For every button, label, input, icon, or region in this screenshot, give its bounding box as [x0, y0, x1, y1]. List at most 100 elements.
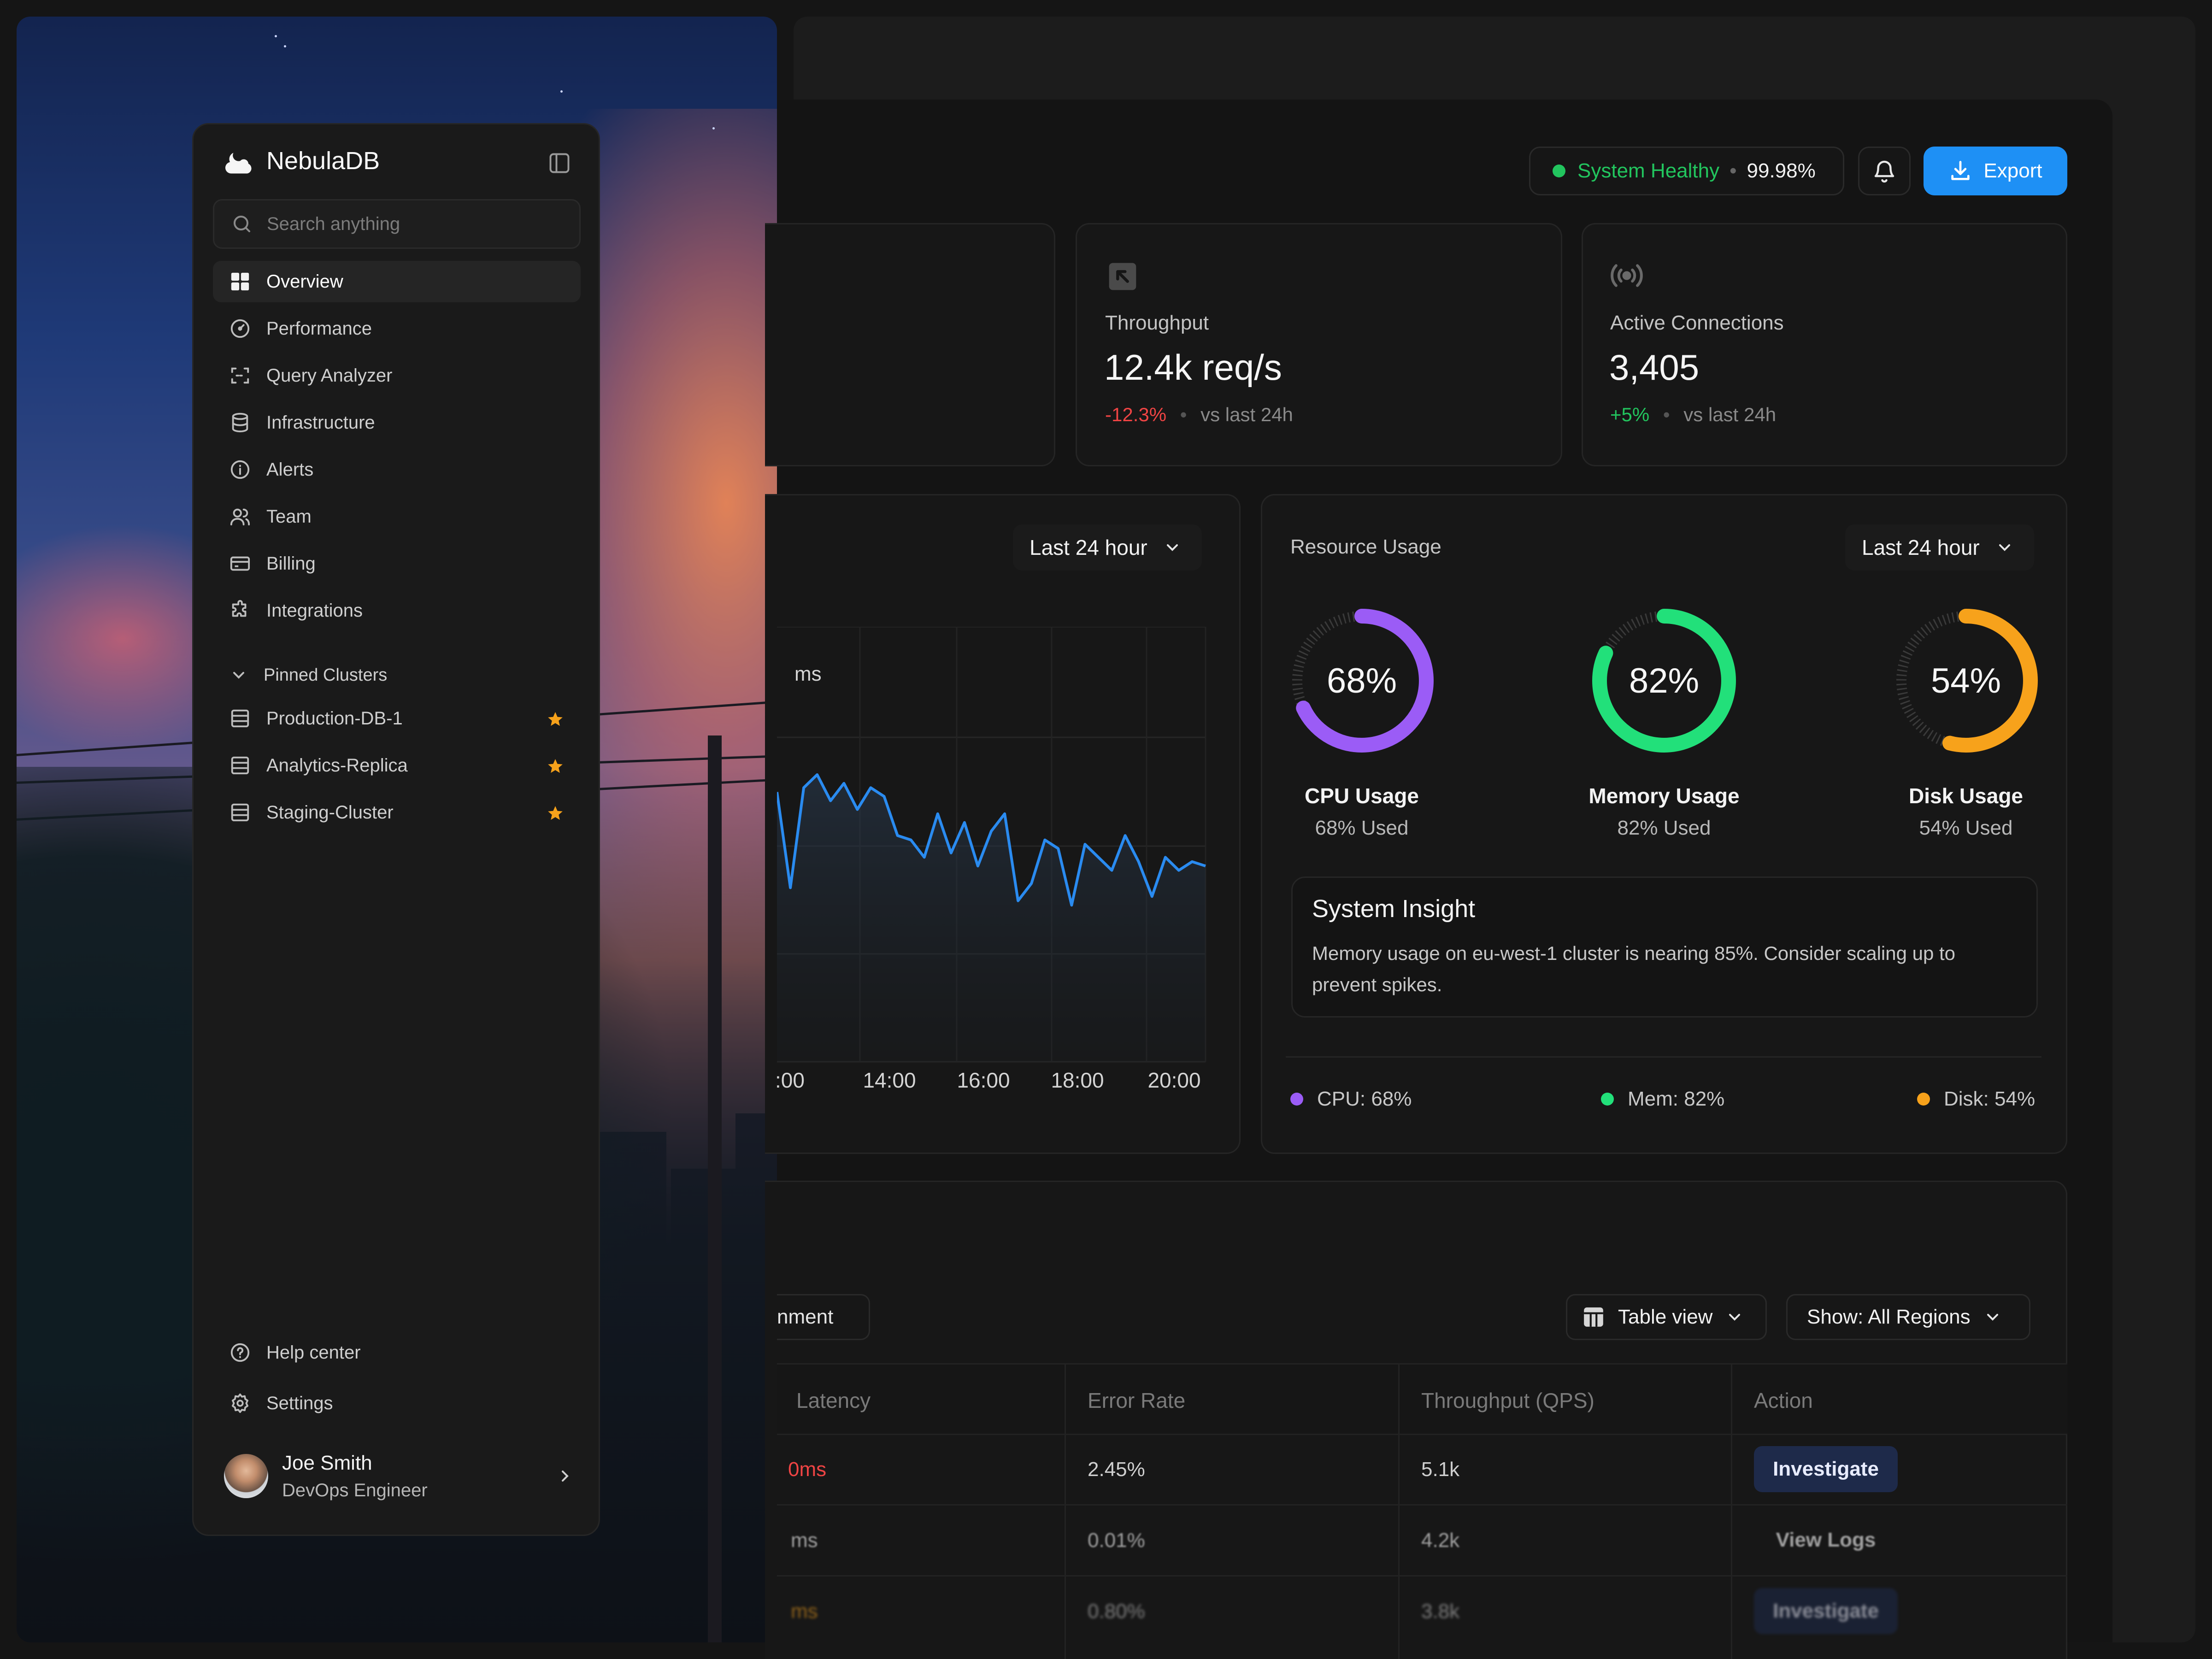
- system-insight-card: System Insight Memory usage on eu-west-1…: [1291, 877, 2038, 1018]
- pinned-staging-cluster[interactable]: Staging-Cluster: [213, 792, 581, 833]
- stat-card-throughput: [1076, 223, 1562, 466]
- brand[interactable]: NebulaDB: [224, 147, 380, 175]
- sidebar: NebulaDB Search anything Overview Perfor…: [192, 123, 600, 1536]
- throughput-label: Throughput: [1105, 312, 1209, 334]
- nav-settings[interactable]: Settings: [213, 1382, 581, 1424]
- row3-error: 0.80%: [1088, 1600, 1145, 1623]
- row2-view-logs-button[interactable]: View Logs: [1776, 1529, 1876, 1551]
- ring-arc: [1894, 609, 2038, 753]
- connections-value: 3,405: [1609, 347, 1700, 388]
- throughput-value: 12.4k req/s: [1104, 347, 1282, 388]
- row1-investigate-button[interactable]: Investigate: [1754, 1446, 1898, 1492]
- search-placeholder: Search anything: [267, 213, 400, 234]
- latency-range-label: Last 24 hour: [1030, 535, 1147, 559]
- table-divider: [777, 1363, 2067, 1365]
- gauge-icon: [230, 319, 250, 338]
- bell-icon: [1874, 160, 1894, 183]
- grid-icon: [231, 272, 249, 291]
- health-status-label: System Healthy: [1577, 159, 1720, 182]
- health-status-dot: [1553, 165, 1565, 177]
- help-icon: [230, 1343, 250, 1362]
- avatar: [224, 1454, 268, 1498]
- broadcast-icon: [1611, 264, 1643, 287]
- usage-ring: 68%: [1286, 605, 1438, 757]
- legend-disk: Disk: 54%: [1917, 1088, 2035, 1111]
- view-mode-dropdown[interactable]: Table view: [1566, 1294, 1767, 1340]
- throughput-delta: -12.3% • vs last 24h: [1105, 404, 1293, 425]
- sidebar-toggle-icon[interactable]: [547, 151, 571, 175]
- puzzle-icon: [232, 600, 247, 617]
- x-tick-label: 20:00: [1147, 1068, 1200, 1092]
- col-latency: Latency: [796, 1388, 871, 1412]
- x-tick-label: 18:00: [1051, 1068, 1104, 1092]
- chevron-down-icon: [1729, 1314, 1741, 1321]
- brand-name: NebulaDB: [266, 147, 380, 175]
- table-icon: [1584, 1307, 1603, 1327]
- row1-qps: 5.1k: [1421, 1458, 1460, 1481]
- search-input[interactable]: Search anything: [213, 199, 581, 249]
- region-dropdown[interactable]: Show: All Regions: [1786, 1294, 2030, 1340]
- chevron-down-icon: [233, 672, 244, 679]
- ring-arc: [1592, 609, 1736, 753]
- database-icon: [232, 412, 248, 433]
- info-icon: [230, 460, 250, 479]
- insight-body: Memory usage on eu-west-1 cluster is nea…: [1312, 942, 1956, 995]
- notifications-button[interactable]: [1858, 147, 1911, 195]
- latency-range-dropdown[interactable]: Last 24 hour: [1013, 524, 1202, 571]
- star-icon[interactable]: [547, 711, 564, 728]
- star-icon[interactable]: [547, 805, 564, 822]
- resource-range-dropdown[interactable]: Last 24 hour: [1845, 524, 2034, 571]
- ring-title: Memory Usage: [1588, 784, 1740, 808]
- uptime-value: 99.98%: [1747, 159, 1816, 182]
- connections-delta: +5% • vs last 24h: [1610, 404, 1777, 425]
- x-tick-label: :00: [777, 1068, 805, 1092]
- export-button[interactable]: Export: [1924, 147, 2067, 195]
- nav-infrastructure[interactable]: Infrastructure: [213, 402, 581, 443]
- search-icon: [234, 216, 250, 232]
- ring-percent: 82%: [1629, 661, 1700, 700]
- ring-percent: 54%: [1930, 661, 2001, 700]
- nav-billing[interactable]: Billing: [213, 543, 581, 584]
- server-icon: [231, 803, 249, 822]
- pinned-analytics-replica[interactable]: Analytics-Replica: [213, 745, 581, 786]
- ring-title: CPU Usage: [1305, 784, 1419, 808]
- row3-investigate-button[interactable]: Investigate: [1754, 1588, 1898, 1634]
- stat-card-partial: [765, 223, 1055, 466]
- filter-chip[interactable]: nment: [777, 1294, 870, 1340]
- server-icon: [231, 756, 249, 775]
- chart-x-ticks: :00 14:00 16:00 18:00 20:00: [777, 1068, 1201, 1092]
- row2-error: 0.01%: [1088, 1529, 1145, 1552]
- nav-performance[interactable]: Performance: [213, 308, 581, 349]
- server-icon: [231, 709, 249, 728]
- nav-integrations[interactable]: Integrations: [213, 590, 581, 631]
- legend-memory: Mem: 82%: [1601, 1088, 1724, 1111]
- credit-card-icon: [230, 556, 250, 571]
- nav-team[interactable]: Team: [213, 496, 581, 537]
- user-name: Joe Smith: [282, 1451, 372, 1474]
- system-health-pill: System Healthy • 99.98%: [1529, 147, 1844, 195]
- pinned-clusters-toggle[interactable]: Pinned Clusters: [213, 654, 581, 696]
- ring-percent: 68%: [1326, 661, 1397, 700]
- divider: [1286, 1056, 2041, 1058]
- stat-card-connections: [1582, 223, 2067, 466]
- resource-range-label: Last 24 hour: [1862, 535, 1980, 559]
- row2-latency: ms: [791, 1529, 818, 1552]
- chevron-down-icon: [1166, 544, 1178, 551]
- nav-help-center[interactable]: Help center: [213, 1332, 581, 1373]
- export-label: Export: [1983, 159, 2042, 182]
- user-profile[interactable]: Joe Smith DevOps Engineer: [224, 1446, 574, 1506]
- nav-overview[interactable]: Overview: [213, 261, 581, 302]
- nav-alerts[interactable]: Alerts: [213, 449, 581, 490]
- nav-query-analyzer[interactable]: Query Analyzer: [213, 355, 581, 396]
- star-icon[interactable]: [547, 758, 564, 775]
- pinned-production-db-1[interactable]: Production-DB-1: [213, 698, 581, 739]
- chevron-down-icon: [1999, 544, 2010, 551]
- latency-unit-label: ms: [794, 663, 822, 685]
- chevron-right-icon: [562, 1471, 569, 1482]
- row2-qps: 4.2k: [1421, 1529, 1460, 1552]
- download-icon: [1951, 161, 1970, 180]
- col-action: Action: [1754, 1388, 1813, 1412]
- x-tick-label: 14:00: [863, 1068, 916, 1092]
- user-role: DevOps Engineer: [282, 1480, 428, 1500]
- ring-title: Disk Usage: [1908, 784, 2023, 808]
